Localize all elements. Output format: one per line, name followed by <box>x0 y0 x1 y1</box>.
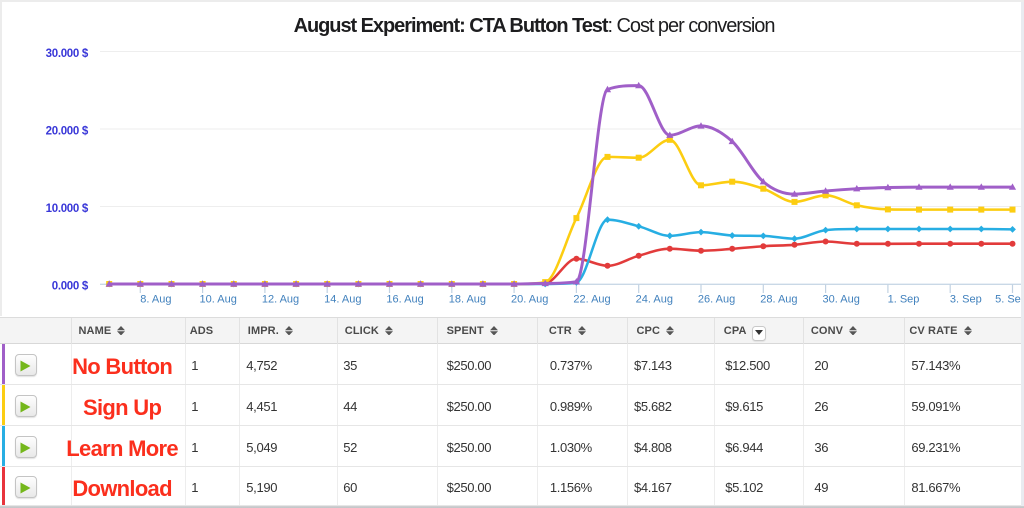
svg-text:3. Sep: 3. Sep <box>950 294 982 306</box>
svg-text:20. Aug: 20. Aug <box>511 294 548 306</box>
svg-text:30.000 $: 30.000 $ <box>46 48 89 60</box>
svg-text:14. Aug: 14. Aug <box>324 294 361 306</box>
svg-text:22. Aug: 22. Aug <box>573 294 610 306</box>
svg-text:16. Aug: 16. Aug <box>386 294 423 306</box>
svg-text:30. Aug: 30. Aug <box>823 294 860 306</box>
svg-text:20.000 $: 20.000 $ <box>46 125 89 137</box>
svg-text:18. Aug: 18. Aug <box>449 294 486 306</box>
svg-text:1. Sep: 1. Sep <box>888 294 920 306</box>
svg-text:10. Aug: 10. Aug <box>200 294 237 306</box>
svg-text:8. Aug: 8. Aug <box>140 294 171 306</box>
svg-text:10.000 $: 10.000 $ <box>46 203 89 215</box>
svg-text:26. Aug: 26. Aug <box>698 294 735 306</box>
svg-text:5. Sep: 5. Sep <box>995 294 1024 306</box>
svg-text:0.000 $: 0.000 $ <box>52 280 89 292</box>
svg-text:28. Aug: 28. Aug <box>760 294 797 306</box>
svg-text:24. Aug: 24. Aug <box>636 294 673 306</box>
svg-text:12. Aug: 12. Aug <box>262 294 299 306</box>
